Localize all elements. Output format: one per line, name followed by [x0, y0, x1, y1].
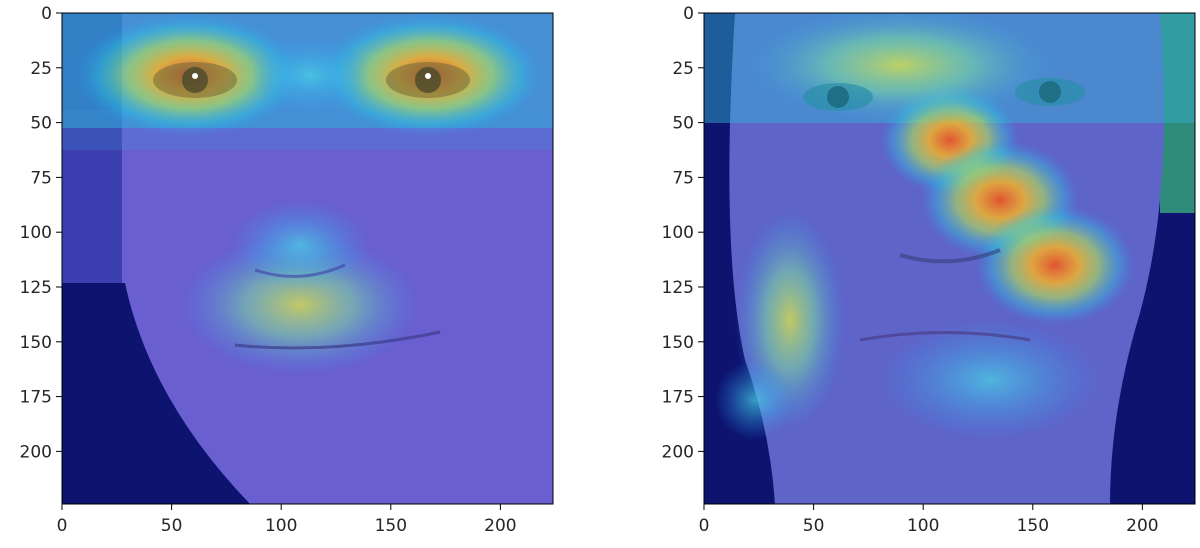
image-right — [704, 13, 1195, 504]
x-tick-label-left: 100 — [265, 516, 297, 536]
x-tick-label-right: 100 — [907, 516, 939, 536]
y-tick-label-left: 50 — [30, 114, 52, 134]
y-tick-label-left: 25 — [30, 59, 52, 79]
y-tick-label-right: 150 — [662, 333, 694, 353]
x-tick-label-left: 0 — [57, 516, 68, 536]
axes-frame-right — [703, 12, 1196, 505]
y-tick-label-right: 0 — [683, 4, 694, 24]
x-tick-label-right: 50 — [803, 516, 825, 536]
x-tick-label-right: 0 — [699, 516, 710, 536]
y-tick-label-right: 25 — [672, 59, 694, 79]
ticks-left: 0 50 100 150 200 0 25 50 75 100 125 150 175 200 — [20, 4, 517, 536]
ticks-right: 0 50 100 150 200 0 25 50 75 100 125 150 175 200 — [662, 4, 1159, 536]
y-tick-label-right: 100 — [662, 223, 694, 243]
axes-frame-left — [61, 12, 554, 505]
x-tick-label-left: 50 — [161, 516, 183, 536]
x-tick-label-right: 150 — [1017, 516, 1049, 536]
y-tick-label-right: 50 — [672, 114, 694, 134]
y-tick-label-left: 100 — [20, 223, 52, 243]
image-left — [62, 13, 553, 504]
x-tick-label-left: 150 — [375, 516, 407, 536]
x-tick-label-left: 200 — [484, 516, 516, 536]
y-tick-label-left: 200 — [20, 442, 52, 462]
y-tick-label-right: 200 — [662, 442, 694, 462]
y-tick-label-right: 175 — [662, 388, 694, 408]
y-tick-label-left: 175 — [20, 388, 52, 408]
panel-right: 0 50 100 150 200 0 25 50 75 100 125 150 175 200 — [662, 4, 1196, 536]
x-tick-label-right: 200 — [1126, 516, 1158, 536]
y-tick-label-left: 125 — [20, 278, 52, 298]
y-tick-label-left: 150 — [20, 333, 52, 353]
y-tick-label-left: 0 — [41, 4, 52, 24]
y-tick-label-left: 75 — [30, 168, 52, 188]
y-tick-label-right: 75 — [672, 168, 694, 188]
panel-left: 0 50 100 150 200 0 25 50 75 100 125 150 175 200 — [20, 4, 554, 536]
y-tick-label-right: 125 — [662, 278, 694, 298]
